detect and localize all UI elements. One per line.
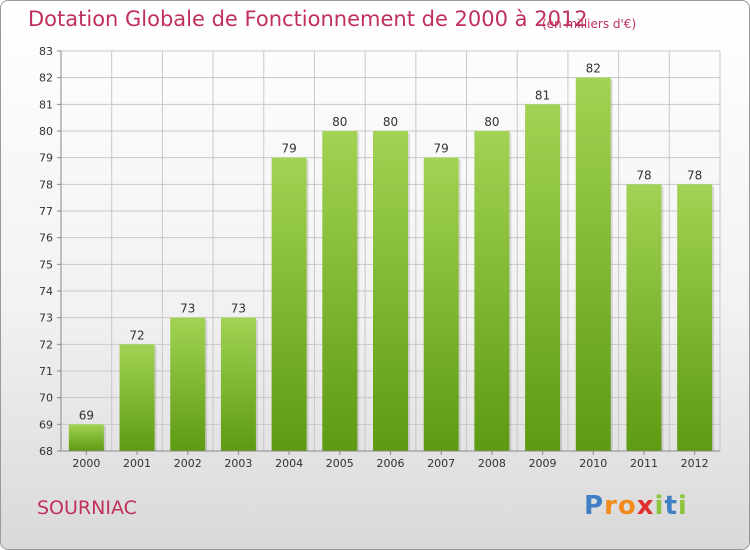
- y-tick-label: 83: [39, 45, 53, 58]
- x-tick-label: 2005: [326, 457, 354, 470]
- y-tick-label: 73: [39, 312, 53, 325]
- bars: 69 72 73 73 79 80 80 79 80 81 82 78 78: [68, 62, 715, 452]
- bar-value-label: 69: [79, 408, 94, 422]
- x-tick-label: 2012: [681, 457, 709, 470]
- bar-value-label: 73: [180, 302, 195, 316]
- x-tick-label: 2001: [123, 457, 151, 470]
- logo-letter: i: [677, 491, 688, 521]
- y-tick-label: 74: [39, 285, 53, 298]
- bar-value-label: 73: [231, 302, 246, 316]
- logo-letter: P: [584, 491, 605, 521]
- y-tick-label: 70: [39, 392, 53, 405]
- bar-value-label: 78: [687, 168, 702, 182]
- x-tick-label: 2000: [72, 457, 100, 470]
- y-tick-label: 69: [39, 418, 53, 431]
- y-tick-label: 71: [39, 365, 53, 378]
- y-tick-label: 77: [39, 205, 53, 218]
- x-tick-label: 2002: [174, 457, 202, 470]
- bar-value-label: 82: [586, 62, 601, 76]
- x-tick-label: 2003: [224, 457, 252, 470]
- bar: [220, 317, 256, 451]
- x-tick-label: 2004: [275, 457, 303, 470]
- chart-subtitle: (en milliers d'€): [542, 17, 637, 31]
- y-tick-label: 68: [39, 445, 53, 458]
- bar: [677, 184, 713, 452]
- x-tick-label: 2010: [579, 457, 607, 470]
- bar: [474, 131, 510, 451]
- axes: 68 69 70 71 72 73 74 75 76 77 78 79 80 81 82 83 2000 2001…: [39, 45, 720, 470]
- y-tick-label: 79: [39, 152, 53, 165]
- bar-value-label: 72: [129, 328, 144, 342]
- y-tick-label: 81: [39, 98, 53, 111]
- bar-value-label: 79: [281, 142, 296, 156]
- y-tick-label: 82: [39, 72, 53, 85]
- x-tick-label: 2009: [529, 457, 557, 470]
- commune-name: SOURNIAC: [37, 497, 137, 519]
- y-tick-label: 75: [39, 258, 53, 271]
- x-tick-label: 2006: [377, 457, 405, 470]
- bar-value-label: 80: [484, 115, 499, 129]
- x-tick-label: 2008: [478, 457, 506, 470]
- bar: [575, 77, 611, 452]
- proxiti-logo[interactable]: Proxiti: [584, 491, 688, 521]
- logo-letter: r: [604, 491, 618, 521]
- logo-letter: i: [654, 491, 665, 521]
- bar-value-label: 80: [383, 115, 398, 129]
- bar-value-label: 78: [636, 168, 651, 182]
- bar: [626, 184, 662, 452]
- logo-letter: x: [636, 491, 655, 521]
- bar-value-label: 81: [535, 88, 550, 102]
- bar: [423, 157, 459, 451]
- bar: [271, 157, 307, 451]
- bar-value-label: 80: [332, 115, 347, 129]
- x-tick-label: 2011: [630, 457, 658, 470]
- x-tick-label: 2007: [427, 457, 455, 470]
- chart-title: Dotation Globale de Fonctionnement de 20…: [28, 7, 588, 31]
- y-tick-label: 72: [39, 338, 53, 351]
- logo-letter: t: [664, 491, 678, 521]
- bar: [322, 131, 358, 451]
- y-tick-label: 76: [39, 232, 53, 245]
- logo-letter: o: [617, 491, 637, 521]
- bar-value-label: 79: [434, 142, 449, 156]
- bar: [525, 104, 561, 451]
- y-tick-label: 80: [39, 125, 53, 138]
- y-tick-label: 78: [39, 178, 53, 191]
- bar: [170, 317, 206, 451]
- bar: [68, 424, 104, 451]
- bar: [119, 344, 155, 451]
- bar: [373, 131, 408, 451]
